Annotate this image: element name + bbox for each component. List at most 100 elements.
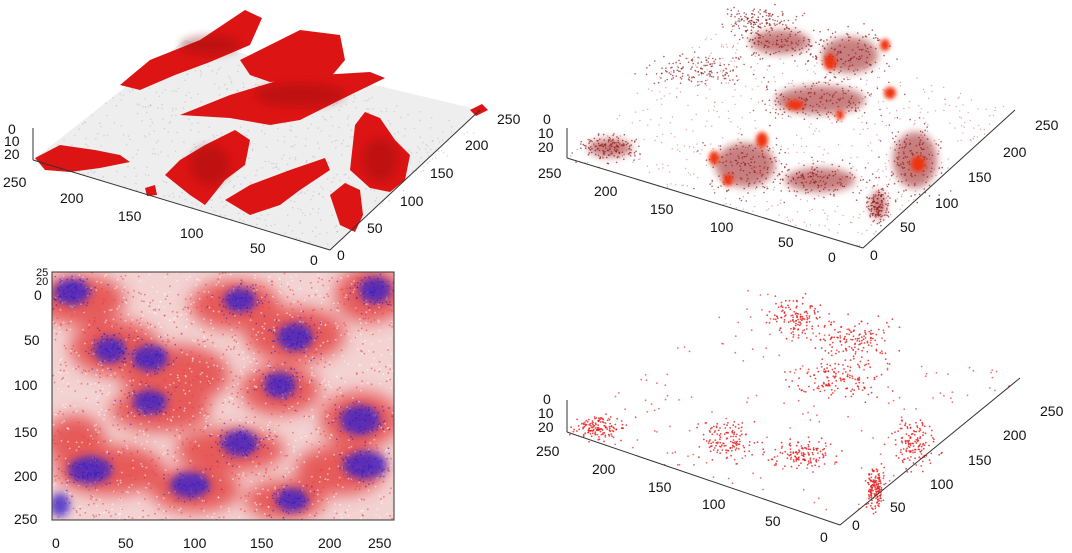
texture-dot [125,347,127,350]
texture-dot [251,316,254,319]
texture-dot [267,279,270,282]
texture-dot [809,210,811,212]
texture-dot [678,70,680,72]
texture-dot [83,289,86,292]
texture-dot [241,372,244,375]
texture-dot [159,151,162,153]
texture-dot [92,439,95,442]
texture-dot [60,432,63,435]
texture-dot [95,397,98,400]
texture-dot [883,54,885,57]
texture-dot [155,141,158,144]
texture-dot [235,297,238,300]
texture-dot [345,294,348,296]
texture-dot [291,230,294,232]
texture-dot [781,10,783,13]
texture-dot [391,325,393,328]
texture-dot [286,284,289,287]
texture-dot [191,358,194,360]
texture-dot [299,287,302,290]
texture-dot [364,439,367,442]
texture-dot [177,484,180,486]
texture-dot [730,23,732,26]
texture-dot [178,437,181,440]
texture-dot [338,406,341,408]
texture-dot [188,118,190,121]
texture-dot [307,127,310,130]
texture-dot [734,89,736,91]
texture-dot [108,359,111,362]
texture-dot [83,280,85,283]
texture-dot [760,26,762,29]
texture-dot [724,197,727,200]
texture-dot [446,155,449,157]
texture-dot [838,71,840,74]
texture-dot [208,126,211,129]
texture-dot [815,127,817,130]
texture-dot [226,431,228,434]
texture-dot [210,378,212,381]
texture-dot [248,314,250,317]
texture-dot [779,202,782,204]
texture-dot [662,163,664,165]
texture-dot [837,119,839,121]
texture-dot [136,319,138,322]
texture-dot [794,27,797,29]
texture-dot [368,418,371,421]
texture-dot [80,450,83,453]
texture-dot [691,77,693,79]
texture-dot [54,338,57,341]
texture-dot [219,66,222,69]
texture-dot [141,443,143,445]
texture-dot [284,361,286,364]
texture-dot [878,139,880,141]
texture-dot [173,459,176,462]
texture-dot [271,504,274,507]
texture-dot [59,281,61,284]
texture-dot [179,472,182,475]
texture-dot [52,423,55,426]
texture-dot [224,83,226,86]
texture-dot [350,129,353,131]
texture-dot [101,352,103,354]
texture-dot [176,311,179,314]
texture-dot [62,404,65,406]
texture-dot [145,412,148,414]
texture-dot [104,348,106,350]
texture-dot [388,309,390,311]
texture-dot [215,283,218,286]
texture-dot [334,412,337,415]
texture-dot [599,138,601,140]
texture-dot [319,218,322,221]
texture-dot [845,112,847,114]
texture-dot [139,383,141,386]
texture-dot [94,317,96,319]
texture-dot [375,416,378,419]
texture-dot [918,193,921,196]
texture-dot [852,191,854,194]
texture-dot [735,75,738,77]
texture-dot [365,485,367,488]
texture-dot [56,429,59,432]
texture-dot [671,148,673,150]
texture-dot [247,443,250,445]
texture-dot [114,513,117,516]
texture-dot [730,9,733,12]
texture-dot [226,456,229,459]
texture-dot [327,500,330,503]
texture-dot [93,320,96,323]
texture-dot [705,56,707,59]
texture-dot [300,192,302,194]
texture-dot [784,166,786,169]
texture-dot [887,192,890,194]
texture-dot [923,123,926,125]
texture-dot [181,191,184,194]
texture-dot [65,285,68,288]
texture-dot [352,100,355,103]
texture-dot [204,499,207,502]
texture-dot [131,319,134,321]
texture-dot [128,334,130,336]
texture-dot [639,153,641,155]
texture-dot [754,120,756,122]
texture-dot [238,286,240,288]
